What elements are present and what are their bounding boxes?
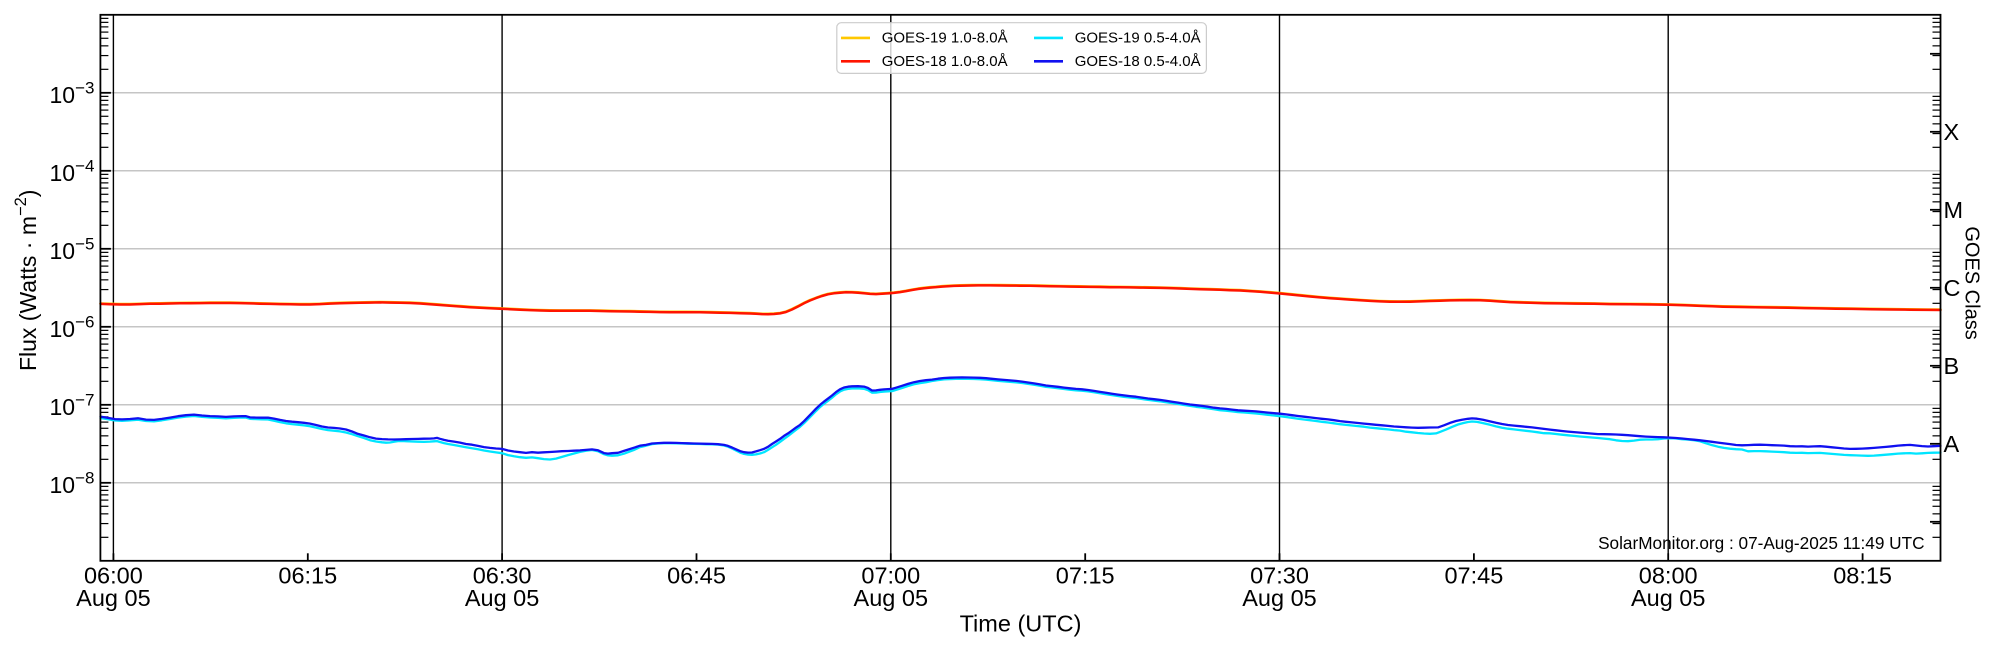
svg-text:GOES-19 0.5-4.0Å: GOES-19 0.5-4.0Å xyxy=(1075,30,1201,47)
svg-text:06:30: 06:30 xyxy=(473,562,532,588)
svg-text:X: X xyxy=(1944,119,1960,145)
svg-text:M: M xyxy=(1944,197,1964,223)
svg-text:08:00: 08:00 xyxy=(1639,562,1698,588)
svg-text:B: B xyxy=(1944,353,1960,379)
svg-text:06:45: 06:45 xyxy=(667,562,726,588)
svg-text:10−4: 10−4 xyxy=(50,157,95,187)
svg-text:GOES-18 0.5-4.0Å: GOES-18 0.5-4.0Å xyxy=(1075,53,1201,70)
svg-text:07:15: 07:15 xyxy=(1056,562,1115,588)
svg-text:GOES-18 1.0-8.0Å: GOES-18 1.0-8.0Å xyxy=(882,53,1008,70)
svg-text:06:15: 06:15 xyxy=(278,562,337,588)
svg-text:Aug 05: Aug 05 xyxy=(1631,585,1705,611)
svg-text:Time (UTC): Time (UTC) xyxy=(960,611,1082,637)
svg-text:08:15: 08:15 xyxy=(1833,562,1892,588)
svg-text:Aug 05: Aug 05 xyxy=(76,585,150,611)
svg-text:07:30: 07:30 xyxy=(1250,562,1309,588)
svg-text:Aug 05: Aug 05 xyxy=(1242,585,1316,611)
svg-text:GOES-19 1.0-8.0Å: GOES-19 1.0-8.0Å xyxy=(882,30,1008,47)
svg-text:C: C xyxy=(1944,275,1961,301)
svg-text:06:00: 06:00 xyxy=(84,562,143,588)
svg-text:SolarMonitor.org : 07-Aug-2025: SolarMonitor.org : 07-Aug-2025 11:49 UTC xyxy=(1598,533,1924,553)
svg-text:Aug 05: Aug 05 xyxy=(465,585,539,611)
svg-text:GOES Class: GOES Class xyxy=(1961,226,1983,339)
svg-text:Aug 05: Aug 05 xyxy=(854,585,928,611)
svg-text:Flux (Watts · m−2): Flux (Watts · m−2) xyxy=(12,190,41,372)
svg-text:07:45: 07:45 xyxy=(1444,562,1503,588)
svg-text:A: A xyxy=(1944,431,1960,457)
svg-text:07:00: 07:00 xyxy=(861,562,920,588)
